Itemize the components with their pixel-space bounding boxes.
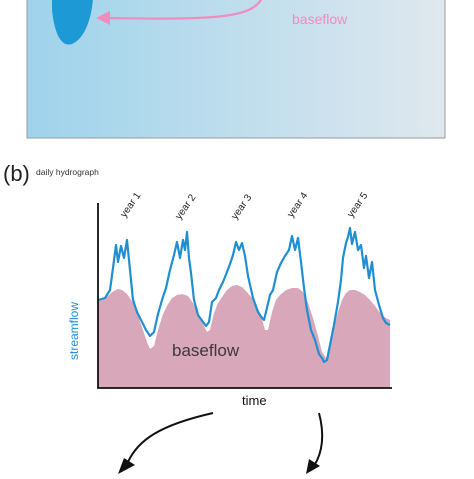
baseflow-area [98, 285, 390, 388]
right-arrow-head [306, 459, 320, 474]
year-label-4: year 4 [285, 190, 310, 219]
panel-b-letter: (b) [3, 161, 30, 186]
baseflow-area-label: baseflow [172, 341, 240, 360]
panel-a: baseflow [26, 0, 446, 139]
right-arrow-line [313, 412, 324, 467]
year-label-2: year 2 [173, 192, 198, 221]
year-label-1: year 1 [118, 190, 143, 219]
streamflow-line [97, 226, 391, 364]
year-labels: year 1 year 2 year 3 year 4 year 5 [118, 190, 370, 221]
baseflow-arrow-line [106, 0, 263, 20]
axes [97, 203, 392, 389]
year-label-5: year 5 [345, 190, 370, 219]
x-axis-label: time [242, 393, 267, 408]
groundwater-drop-shape [52, 0, 93, 45]
year-label-3: year 3 [229, 192, 254, 221]
panel-b-title: daily hydrograph [36, 167, 99, 177]
y-axis-label: streamflow [67, 302, 81, 360]
panel-a-background [26, 0, 446, 139]
left-arrow-line [127, 412, 214, 463]
baseflow-arrow-head [96, 11, 110, 25]
baseflow-label-a: baseflow [292, 11, 348, 27]
left-arrow-head [118, 458, 135, 474]
